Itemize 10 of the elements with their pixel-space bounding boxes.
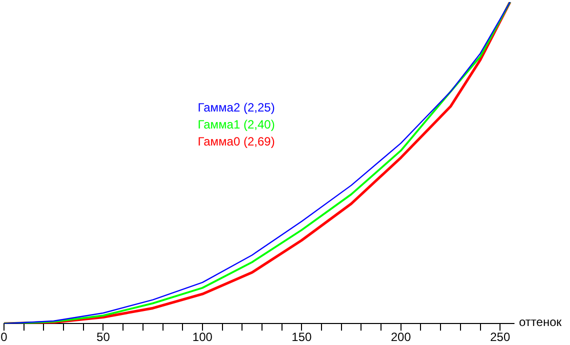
x-tick-label: 0	[0, 330, 8, 344]
x-tick-label: 150	[292, 330, 312, 344]
x-axis-title: оттенок	[519, 314, 562, 329]
x-tick-label: 50	[96, 330, 110, 344]
x-tick-label: 200	[390, 330, 412, 344]
text: Гамма1 (2,40)	[198, 117, 275, 132]
x-tick-label: 100	[192, 330, 213, 344]
x-tick-label: 250	[490, 330, 510, 344]
text: Гамма0 (2,69)	[198, 134, 275, 148]
text: Гамма2 (2,25)	[198, 100, 275, 114]
